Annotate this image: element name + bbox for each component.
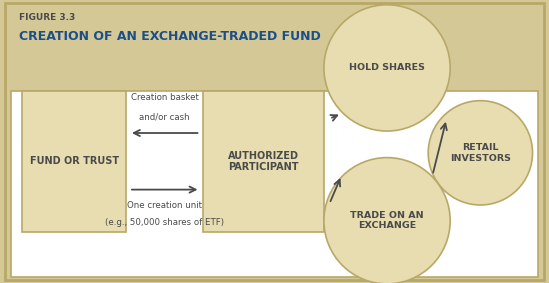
Text: (e.g., 50,000 shares of ETF): (e.g., 50,000 shares of ETF): [105, 218, 224, 227]
Ellipse shape: [428, 101, 533, 205]
Ellipse shape: [324, 5, 450, 131]
Ellipse shape: [324, 158, 450, 283]
Text: FUND OR TRUST: FUND OR TRUST: [30, 156, 119, 166]
Text: and/or cash: and/or cash: [139, 113, 190, 122]
FancyBboxPatch shape: [5, 3, 544, 280]
Text: FIGURE 3.3: FIGURE 3.3: [19, 13, 75, 22]
FancyBboxPatch shape: [203, 91, 324, 232]
Text: HOLD SHARES: HOLD SHARES: [349, 63, 425, 72]
Text: One creation unit: One creation unit: [127, 201, 202, 210]
Text: AUTHORIZED
PARTICIPANT: AUTHORIZED PARTICIPANT: [228, 151, 299, 172]
FancyBboxPatch shape: [22, 91, 126, 232]
FancyBboxPatch shape: [11, 91, 538, 277]
Text: CREATION OF AN EXCHANGE-TRADED FUND: CREATION OF AN EXCHANGE-TRADED FUND: [19, 30, 321, 43]
Text: Creation basket: Creation basket: [131, 93, 199, 102]
Text: RETAIL
INVESTORS: RETAIL INVESTORS: [450, 143, 511, 162]
Text: TRADE ON AN
EXCHANGE: TRADE ON AN EXCHANGE: [350, 211, 424, 230]
